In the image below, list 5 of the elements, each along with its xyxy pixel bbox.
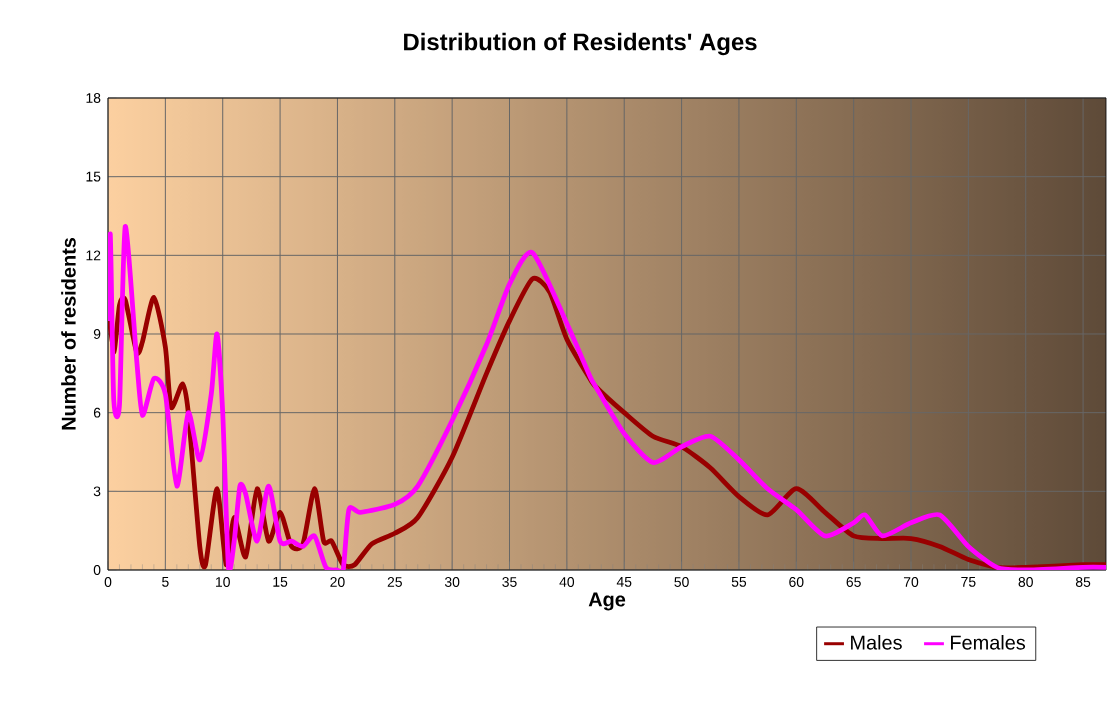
legend-label: Females bbox=[951, 635, 1026, 650]
y-axis-title: Number of residents bbox=[61, 237, 76, 430]
legend-label: Males bbox=[851, 635, 902, 650]
x-axis-title: Age bbox=[588, 592, 626, 611]
chart-title: Distribution of Residents' Ages bbox=[404, 32, 757, 56]
